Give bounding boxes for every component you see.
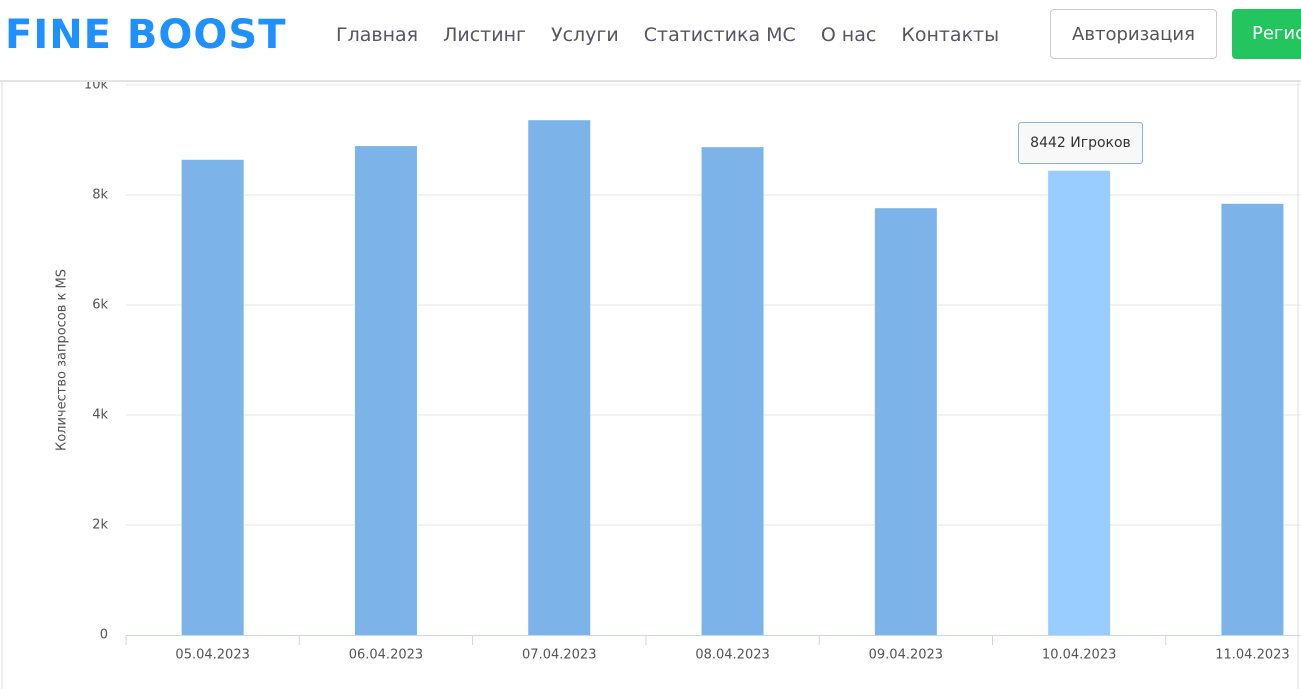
login-button[interactable]: Авторизация xyxy=(1050,9,1217,59)
bar xyxy=(354,146,417,636)
nav-link[interactable]: Главная xyxy=(336,24,419,46)
x-tick-label: 07.04.2023 xyxy=(522,648,596,663)
y-tick-label: 4k xyxy=(92,408,108,423)
x-tick-label: 11.04.2023 xyxy=(1215,648,1289,663)
nav: Главная Листинг Услуги Статистика MC О н… xyxy=(336,24,999,46)
bar xyxy=(1221,203,1284,636)
tooltip: 8442 Игроков xyxy=(1018,122,1143,164)
logo[interactable]: FINE BOOST xyxy=(5,12,287,58)
nav-link[interactable]: Листинг xyxy=(443,24,526,46)
x-tick-label: 08.04.2023 xyxy=(695,648,769,663)
bar xyxy=(1048,170,1111,635)
x-tick-label: 05.04.2023 xyxy=(175,648,249,663)
y-tick-label: 8k xyxy=(92,188,108,203)
nav-link[interactable]: О нас xyxy=(820,24,877,46)
header: FINE BOOST Главная Листинг Услуги Статис… xyxy=(0,0,1301,82)
bar xyxy=(874,208,937,635)
x-tick-label: 09.04.2023 xyxy=(869,648,943,663)
y-tick-label: 0 xyxy=(100,628,108,643)
y-tick-label: 6k xyxy=(92,298,108,313)
x-tick-label: 10.04.2023 xyxy=(1042,648,1116,663)
nav-link[interactable]: Услуги xyxy=(550,24,619,46)
nav-link[interactable]: Контакты xyxy=(901,24,1000,46)
x-tick-label: 06.04.2023 xyxy=(349,648,423,663)
nav-link[interactable]: Статистика MC xyxy=(643,24,796,46)
bar xyxy=(181,159,244,636)
y-tick-label: 2k xyxy=(92,518,108,533)
register-button[interactable]: Регистрация xyxy=(1232,9,1301,59)
bar xyxy=(528,120,591,635)
y-axis-title: Количество запросов к MS xyxy=(55,269,70,451)
bar xyxy=(701,147,764,635)
